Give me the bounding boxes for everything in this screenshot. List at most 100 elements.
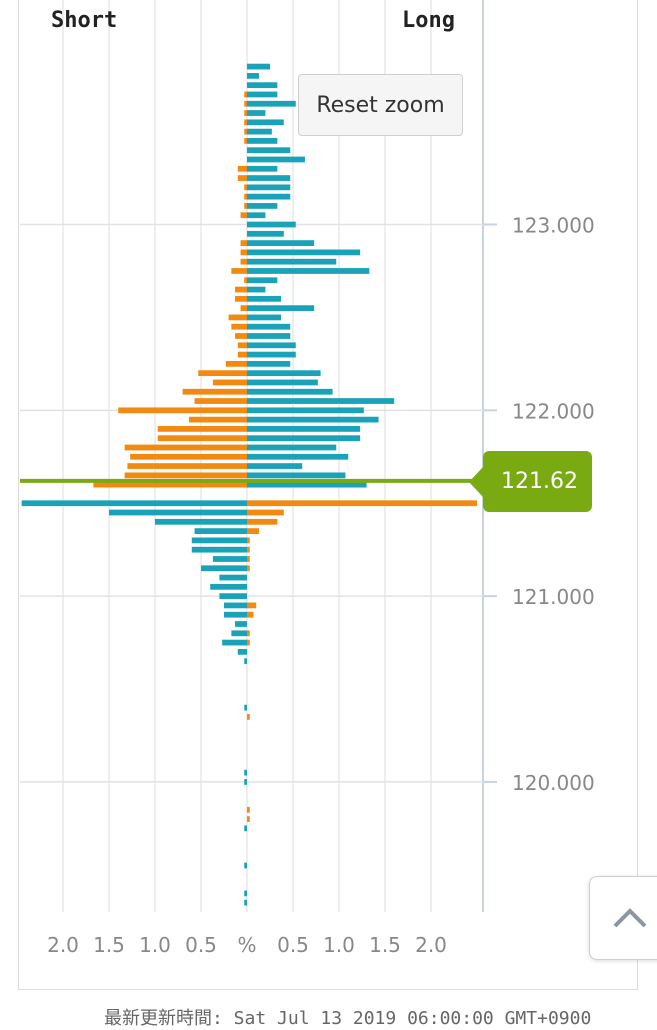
long-bar-36 [247,398,395,404]
short-bar-40 [157,435,247,442]
short-bar-70 [247,714,250,720]
long-bar-35 [247,388,333,395]
short-bar-81 [247,816,250,822]
long-bar-37 [247,407,364,414]
long-bar-76 [244,769,247,776]
long-bar-90 [244,899,247,906]
long-bar-14 [247,193,291,200]
long-bar-50 [194,528,247,534]
short-bar-44 [124,472,247,479]
short-bar-13 [244,184,247,191]
bars-layer [21,63,477,906]
short-bar-21 [240,258,247,265]
long-bar-24 [247,286,266,293]
long-bar-25 [247,295,282,302]
short-bar-32 [225,360,247,367]
short-bar-8 [244,138,247,144]
long-bar-56 [210,583,247,590]
x-tick-label-3: 0.5 [185,933,217,957]
short-bar-23 [244,277,247,284]
long-bar-0 [247,63,270,70]
long-bar-3 [247,91,278,98]
long-bar-57 [219,593,247,600]
long-bar-6 [247,119,284,126]
reset-zoom-button[interactable]: Reset zoom [298,74,463,136]
short-bar-53 [247,556,250,562]
order-book-chart[interactable]: 123.000 122.000 121.000 120.000 2.0 1.5 1.0 0.… [0,0,657,1000]
long-bar-64 [244,658,247,665]
long-bar-8 [247,138,278,144]
long-bar-28 [247,323,291,330]
y-tick-labels: 123.000 122.000 121.000 120.000 [512,214,595,795]
x-tick-label-0: 2.0 [47,933,79,957]
y-tick-label-2: 121.000 [512,585,595,609]
x-tick-label-4: % [237,933,256,957]
chevron-up-icon [613,908,647,928]
short-bar-28 [231,323,247,330]
long-bar-43 [247,463,303,469]
short-bar-34 [212,379,247,386]
long-bar-32 [247,360,291,367]
short-bar-33 [198,370,247,377]
long-bar-29 [247,333,291,339]
short-bar-22 [231,268,247,274]
short-bar-19 [240,240,247,246]
short-bar-52 [247,546,250,553]
short-bar-42 [130,453,247,460]
short-bar-37 [118,407,247,414]
long-bar-49 [155,518,247,525]
short-bar-11 [237,165,247,172]
x-tick-label-5: 0.5 [277,933,309,957]
long-bar-19 [247,240,315,246]
long-bar-59 [224,611,247,618]
short-bar-4 [244,100,247,107]
short-bar-54 [247,565,250,572]
long-bar-63 [237,648,247,655]
long-bar-77 [244,779,247,785]
long-bar-12 [247,175,291,181]
short-bar-29 [235,333,247,339]
long-bar-9 [247,147,291,154]
short-bar-38 [189,416,247,423]
long-bar-16 [247,212,266,219]
long-bar-31 [247,351,296,358]
short-bar-36 [194,398,247,404]
long-bar-60 [235,621,247,627]
long-bar-58 [224,602,247,609]
short-bar-49 [247,518,278,525]
long-bar-22 [247,268,370,274]
long-bar-15 [247,203,278,209]
long-bar-40 [247,435,361,442]
short-bar-15 [244,203,247,209]
short-bar-16 [240,212,247,219]
long-bar-44 [247,472,346,479]
long-bar-13 [247,184,291,191]
long-bar-1 [247,72,259,79]
short-bar-48 [247,509,284,516]
short-bar-58 [247,602,257,609]
short-bar-45 [93,481,247,488]
scroll-to-top-button[interactable] [589,876,657,960]
short-bar-62 [247,639,250,646]
long-bar-54 [201,565,247,572]
long-bar-82 [244,825,247,832]
long-bar-17 [247,221,296,228]
short-bar-25 [235,295,247,302]
short-bar-26 [240,305,247,312]
short-bar-50 [247,528,259,534]
short-bar-59 [247,611,254,618]
long-bar-53 [212,556,247,562]
x-tick-label-1: 1.5 [93,933,125,957]
long-bar-45 [247,481,367,488]
long-bar-61 [231,630,247,637]
long-bar-4 [247,100,296,107]
short-bar-61 [247,630,250,637]
long-bar-11 [247,165,278,172]
short-bar-80 [247,806,250,813]
short-bar-47 [247,500,477,507]
y-tick-label-1: 122.000 [512,399,595,423]
long-bar-38 [247,416,379,423]
long-bar-33 [247,370,321,377]
short-bar-24 [235,286,247,293]
long-bar-10 [247,156,305,163]
